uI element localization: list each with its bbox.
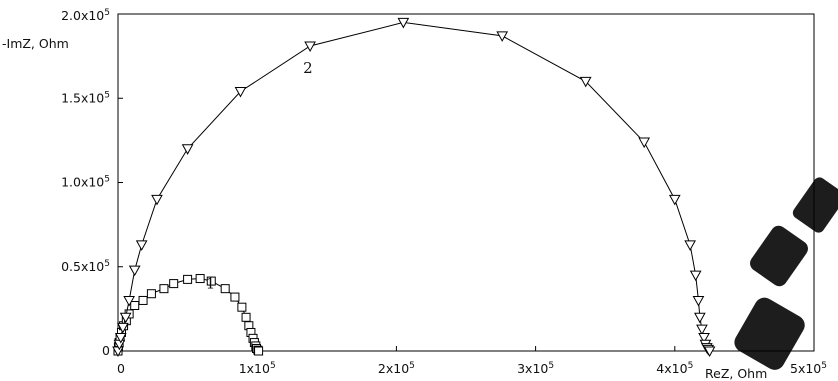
- y-tick-label: 1.5x105: [61, 90, 110, 105]
- series-2-point: [135, 240, 148, 251]
- series-1-point: [130, 301, 140, 311]
- series-2-point: [128, 265, 141, 277]
- watermark: [734, 177, 838, 370]
- series-2-point: [694, 312, 706, 324]
- x-tick-label-exp: 5: [688, 361, 694, 371]
- series-2-point: [684, 240, 696, 251]
- series-1-point: [183, 274, 193, 284]
- plot-frame: [117, 13, 815, 352]
- y-tick-label-exp: 5: [104, 259, 110, 269]
- series-1-point: [220, 284, 230, 294]
- series-2-point: [579, 76, 592, 88]
- x-tick-label: 3x105: [517, 361, 554, 376]
- series-2-point: [114, 333, 127, 344]
- x-tick-label-base: 1x10: [239, 361, 270, 376]
- y-tick-label-exp: 5: [104, 175, 110, 185]
- series-1-line: [117, 278, 259, 352]
- series-2-point: [703, 346, 716, 358]
- series-2-point: [496, 31, 509, 42]
- series-2-point: [234, 87, 247, 98]
- series-1-point: [159, 284, 169, 294]
- y-tick-label: 2.0x105: [61, 8, 110, 23]
- y-tick-label-exp: 5: [104, 90, 110, 100]
- series-2-point: [304, 41, 316, 53]
- x-tick-label-exp: 5: [270, 361, 276, 371]
- curve-label-1: 1: [206, 275, 216, 293]
- series-1: [113, 274, 264, 356]
- x-tick-label-base: 3x10: [517, 361, 548, 376]
- x-tick-label: 0: [117, 361, 125, 376]
- series-1-point: [195, 274, 205, 284]
- series-1-point: [138, 295, 148, 305]
- x-tick-label-base: 5x10: [790, 361, 821, 376]
- y-tick-label: 0.5x105: [61, 259, 110, 274]
- series-2-point: [696, 324, 708, 336]
- series-1-point: [230, 292, 240, 302]
- x-axis: 0 1x105 2x105 3x105 4x105 5x105: [117, 346, 827, 376]
- curve-label-2: 2: [303, 59, 313, 77]
- series-1-point: [206, 276, 216, 286]
- series-2-point: [181, 144, 194, 155]
- watermark-mark-3: [792, 177, 838, 233]
- series-1-point: [237, 302, 247, 312]
- series-2-line: [117, 21, 710, 352]
- series-2: [112, 17, 716, 358]
- series-2-point: [689, 270, 702, 282]
- watermark-mark-1: [750, 225, 808, 287]
- x-tick-label: 5x105: [790, 361, 827, 376]
- x-tick-label: 4x105: [656, 361, 693, 376]
- series-2-point: [638, 137, 651, 149]
- y-tick-label-base: 2.0x10: [61, 8, 104, 23]
- x-axis-title: ReZ, Ohm: [705, 366, 767, 381]
- y-tick-label-base: 1.0x10: [61, 175, 104, 190]
- series-layer: [112, 17, 716, 358]
- y-tick-label: 0: [102, 343, 110, 358]
- x-tick-label-base: 2x10: [378, 361, 409, 376]
- series-2-point: [119, 312, 132, 324]
- series-2-point: [151, 194, 163, 206]
- x-tick-label-base: 4x10: [656, 361, 687, 376]
- x-tick-label-base: 0: [117, 361, 125, 376]
- y-axis-title: -ImZ, Ohm: [2, 36, 69, 51]
- series-1-point: [241, 312, 251, 322]
- x-tick-label: 1x105: [239, 361, 276, 376]
- series-2-point: [123, 295, 135, 307]
- series-2-point: [668, 194, 681, 206]
- y-tick-label-base: 0.5x10: [61, 259, 104, 274]
- series-2-point: [698, 333, 710, 344]
- x-tick-label-exp: 5: [821, 361, 827, 371]
- series-1-point: [146, 289, 156, 299]
- series-1-point: [169, 279, 179, 289]
- y-tick-label-exp: 5: [104, 8, 110, 18]
- watermark-mark-2: [734, 297, 805, 370]
- x-tick-label-exp: 5: [409, 361, 415, 371]
- series-2-point: [117, 322, 129, 334]
- y-tick-label: 1.0x105: [61, 175, 110, 190]
- y-tick-label-base: 0: [102, 343, 110, 358]
- x-tick-label: 2x105: [378, 361, 415, 376]
- series-1-point: [254, 346, 264, 356]
- series-2-point: [692, 295, 705, 307]
- y-tick-label-base: 1.5x10: [61, 90, 104, 105]
- annotations-layer: 12: [206, 59, 313, 293]
- x-tick-label-exp: 5: [548, 361, 554, 371]
- series-2-point: [397, 17, 410, 29]
